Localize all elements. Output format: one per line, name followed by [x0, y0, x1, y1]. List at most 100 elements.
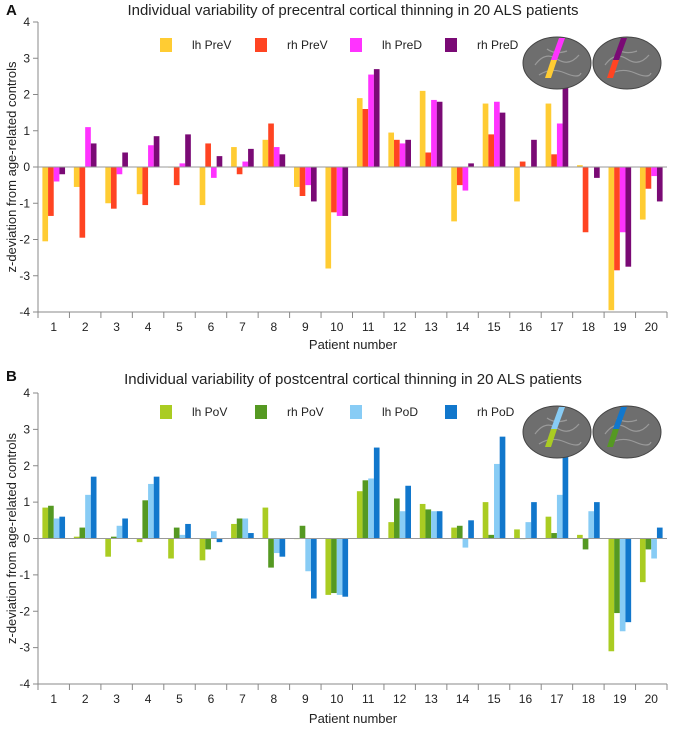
- bar-lh-pred-patient-12: [399, 143, 406, 167]
- brain-region-ventral: [607, 60, 619, 78]
- x-tick-label: 14: [456, 692, 470, 706]
- bar-lh-pov-patient-17: [545, 516, 552, 539]
- bar-lh-pod-patient-10: [336, 538, 343, 595]
- x-tick-label: 3: [113, 320, 120, 334]
- bar-rh-pov-patient-15: [488, 534, 495, 539]
- x-tick-label: 19: [613, 320, 627, 334]
- bar-rh-pred-patient-16: [531, 139, 537, 167]
- x-tick-label: 9: [302, 320, 309, 334]
- bar-rh-pred-patient-14: [468, 163, 474, 167]
- legend-label: rh PoV: [287, 405, 324, 419]
- bar-rh-pred-patient-4: [153, 136, 160, 167]
- bar-lh-pred-patient-11: [368, 74, 374, 167]
- bar-rh-pred-patient-5: [185, 134, 191, 167]
- bar-rh-prev-patient-20: [645, 167, 652, 189]
- legend-swatch: [350, 38, 362, 52]
- x-tick-label: 4: [145, 692, 152, 706]
- x-tick-label: 6: [208, 320, 215, 334]
- bar-rh-pov-patient-7: [236, 518, 243, 539]
- bar-rh-pred-patient-17: [562, 87, 569, 167]
- legend-label: rh PreD: [477, 38, 519, 52]
- bar-rh-prev-patient-7: [236, 167, 243, 175]
- bar-lh-prev-patient-11: [356, 98, 363, 167]
- bar-rh-pod-patient-6: [216, 538, 223, 543]
- x-tick-label: 13: [424, 320, 438, 334]
- bar-lh-prev-patient-9: [294, 167, 300, 187]
- bar-rh-pov-patient-12: [394, 498, 400, 539]
- bar-rh-pred-patient-1: [59, 167, 66, 175]
- bar-rh-pod-patient-18: [594, 502, 600, 539]
- y-tick-label: -3: [19, 269, 30, 283]
- legend-label: lh PreV: [192, 38, 231, 52]
- bar-lh-pred-patient-3: [116, 167, 123, 175]
- bar-lh-pred-patient-17: [556, 123, 563, 167]
- bar-lh-pod-patient-20: [651, 538, 657, 559]
- bar-lh-pred-patient-4: [148, 145, 154, 167]
- brain-hemisphere: [592, 36, 662, 90]
- brain-region-dorsal: [613, 407, 627, 429]
- bar-lh-pod-patient-11: [368, 478, 374, 539]
- brain-region-dorsal: [551, 38, 565, 60]
- bar-rh-pred-patient-8: [279, 154, 286, 167]
- panel-label: A: [6, 2, 17, 19]
- bar-lh-pod-patient-6: [210, 531, 217, 539]
- bar-lh-pod-patient-7: [242, 518, 249, 539]
- bar-rh-pred-patient-6: [216, 156, 223, 167]
- y-tick-label: -2: [19, 604, 30, 618]
- bar-lh-pred-patient-20: [651, 167, 657, 177]
- bar-lh-pod-patient-3: [116, 525, 123, 539]
- x-tick-label: 11: [362, 692, 375, 706]
- bar-rh-pod-patient-11: [373, 447, 380, 539]
- bar-rh-pod-patient-14: [468, 520, 474, 539]
- bar-lh-pod-patient-19: [619, 538, 626, 632]
- bar-lh-prev-patient-6: [199, 167, 206, 206]
- x-tick-label: 8: [271, 320, 278, 334]
- x-tick-label: 18: [582, 320, 596, 334]
- bar-lh-pov-patient-8: [262, 507, 269, 539]
- bar-lh-pod-patient-9: [305, 538, 311, 572]
- bar-lh-pred-patient-13: [431, 99, 437, 167]
- bar-lh-pod-patient-8: [273, 538, 280, 554]
- legend-label: rh PreV: [287, 38, 328, 52]
- bar-rh-prev-patient-12: [394, 139, 400, 167]
- bar-rh-pred-patient-20: [656, 167, 663, 202]
- bar-rh-pod-patient-4: [153, 476, 160, 539]
- x-tick-label: 8: [271, 692, 278, 706]
- bar-rh-prev-patient-14: [456, 167, 463, 186]
- x-tick-label: 20: [645, 320, 659, 334]
- legend-label: rh PoD: [477, 405, 515, 419]
- bar-rh-pod-patient-16: [531, 502, 537, 539]
- bar-rh-prev-patient-8: [268, 123, 274, 167]
- x-axis-label: Patient number: [309, 711, 398, 726]
- x-tick-label: 17: [550, 692, 564, 706]
- legend-swatch: [255, 405, 267, 419]
- bar-lh-prev-patient-15: [482, 103, 489, 167]
- bar-rh-pov-patient-5: [173, 527, 180, 539]
- x-tick-label: 14: [456, 320, 470, 334]
- x-tick-label: 3: [113, 692, 120, 706]
- bar-rh-prev-patient-1: [48, 167, 54, 216]
- bar-rh-pov-patient-11: [362, 480, 369, 539]
- x-tick-label: 5: [176, 692, 183, 706]
- x-tick-label: 10: [330, 692, 344, 706]
- y-tick-label: -3: [19, 641, 30, 655]
- bar-rh-prev-patient-5: [173, 167, 180, 186]
- bar-lh-prev-patient-10: [325, 167, 332, 269]
- bar-rh-pov-patient-20: [645, 538, 652, 550]
- x-tick-label: 7: [239, 692, 246, 706]
- x-tick-label: 17: [550, 320, 564, 334]
- bar-lh-pov-patient-16: [514, 529, 520, 539]
- bar-rh-prev-patient-17: [551, 154, 557, 167]
- bar-rh-prev-patient-19: [614, 167, 620, 271]
- x-tick-label: 2: [82, 692, 89, 706]
- bar-rh-pov-patient-1: [48, 505, 54, 539]
- panel-A: A Individual variability of precentral co…: [4, 2, 668, 352]
- bar-lh-pred-patient-2: [85, 127, 91, 167]
- bar-rh-pov-patient-18: [582, 538, 589, 550]
- x-tick-label: 16: [519, 320, 533, 334]
- y-tick-label: -4: [19, 677, 30, 691]
- bar-rh-prev-patient-6: [205, 143, 211, 167]
- panel-B: B Individual variability of postcentral c…: [4, 368, 668, 726]
- bar-rh-pov-patient-17: [551, 533, 557, 539]
- bar-lh-pov-patient-4: [136, 538, 143, 543]
